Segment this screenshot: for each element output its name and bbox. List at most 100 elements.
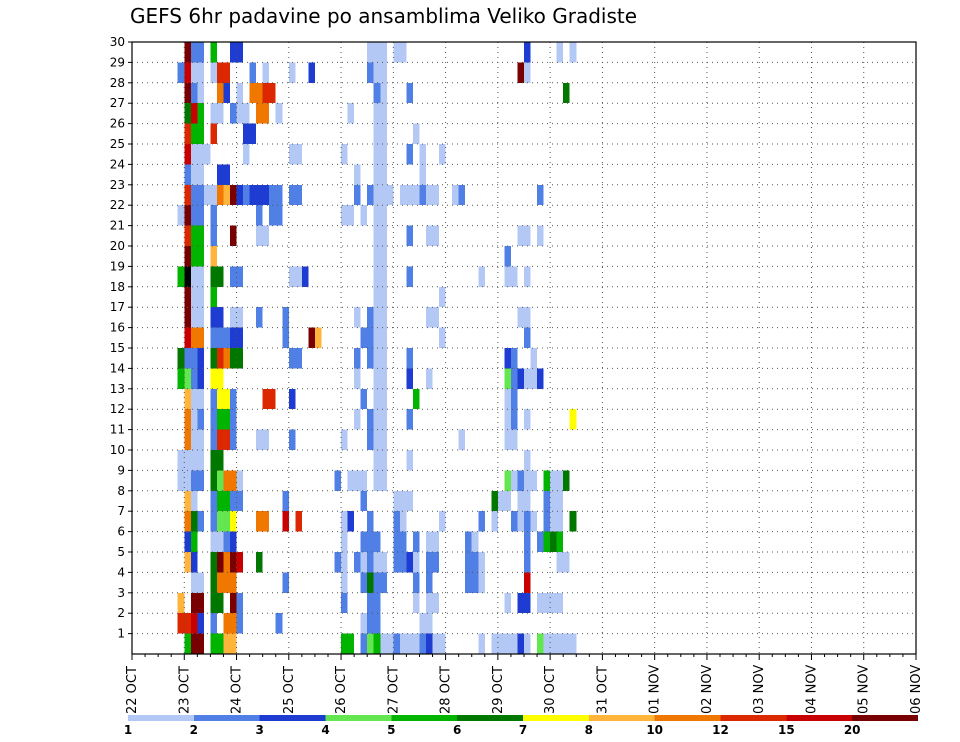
heatmap-cell bbox=[223, 633, 237, 654]
y-axis: 1234567891011121314151617181920212223242… bbox=[110, 35, 132, 641]
heatmap-cell bbox=[367, 572, 374, 593]
heatmap-cell bbox=[223, 82, 230, 104]
x-tick-label: 23 OCT bbox=[177, 666, 192, 714]
heatmap-cell bbox=[210, 205, 217, 226]
heatmap-cell bbox=[537, 225, 544, 246]
heatmap-cell bbox=[537, 184, 544, 206]
heatmap-cell bbox=[550, 470, 557, 491]
heatmap-cell bbox=[262, 62, 270, 83]
legend-label: 4 bbox=[321, 723, 329, 737]
legend-swatch bbox=[457, 715, 523, 721]
heatmap-cell bbox=[210, 511, 217, 532]
heatmap-cell bbox=[471, 552, 479, 573]
heatmap-cell bbox=[426, 531, 440, 552]
heatmap-cell bbox=[190, 450, 204, 471]
heatmap-cell bbox=[341, 572, 348, 593]
heatmap-cell bbox=[210, 266, 224, 287]
heatmap-cell bbox=[308, 327, 315, 348]
heatmap-cell bbox=[367, 531, 381, 552]
heatmap-cell bbox=[504, 490, 511, 512]
heatmap-cell bbox=[543, 633, 551, 654]
heatmap-cell bbox=[439, 511, 446, 532]
y-tick-label: 14 bbox=[110, 361, 125, 375]
heatmap-cell bbox=[210, 103, 224, 124]
heatmap-cell bbox=[524, 266, 531, 287]
heatmap-cell bbox=[504, 348, 511, 369]
heatmap-cell bbox=[256, 103, 270, 124]
heatmap-cell bbox=[373, 266, 387, 287]
heatmap-cell bbox=[373, 42, 387, 63]
y-tick-label: 4 bbox=[117, 565, 125, 579]
heatmap-cell bbox=[373, 246, 387, 267]
heatmap-cell bbox=[210, 490, 217, 512]
heatmap-cell bbox=[543, 470, 551, 491]
heatmap-cell bbox=[373, 205, 387, 226]
heatmap-cell bbox=[373, 164, 387, 185]
heatmap-cell bbox=[426, 225, 440, 246]
heatmap-cell bbox=[393, 490, 407, 512]
heatmap-cell bbox=[230, 429, 237, 450]
heatmap-cell bbox=[537, 633, 544, 654]
heatmap-cell bbox=[367, 42, 374, 63]
heatmap-cell bbox=[426, 572, 433, 593]
y-tick-label: 19 bbox=[110, 259, 125, 273]
heatmap-cell bbox=[524, 552, 531, 573]
heatmap-cell bbox=[295, 511, 302, 532]
heatmap-cell bbox=[373, 429, 387, 450]
x-tick-label: 01 NOV bbox=[648, 665, 663, 714]
heatmap-cell bbox=[295, 144, 302, 165]
heatmap-cell bbox=[406, 409, 413, 430]
heatmap-cell bbox=[510, 470, 518, 491]
heatmap-cell bbox=[491, 511, 498, 532]
heatmap-cell bbox=[569, 511, 577, 532]
heatmap-cell bbox=[380, 307, 387, 328]
legend-label: 2 bbox=[190, 723, 198, 737]
heatmap-cell bbox=[550, 592, 557, 614]
heatmap-cell bbox=[190, 592, 204, 614]
heatmap-cell bbox=[510, 368, 518, 389]
heatmap-cell bbox=[288, 429, 296, 450]
x-tick-label: 24 OCT bbox=[230, 666, 245, 714]
heatmap-cell bbox=[190, 307, 204, 328]
heatmap-cell bbox=[373, 633, 381, 654]
heatmap-cell bbox=[569, 633, 577, 654]
heatmap-cell bbox=[190, 552, 198, 573]
heatmap-cell bbox=[380, 409, 387, 430]
heatmap-cell bbox=[177, 450, 191, 471]
heatmap-cell bbox=[373, 184, 387, 206]
heatmap-cell bbox=[504, 368, 511, 389]
heatmap-cell bbox=[230, 225, 237, 246]
heatmap-cell bbox=[190, 429, 204, 450]
heatmap-cell bbox=[504, 246, 511, 267]
heatmap-cell bbox=[256, 184, 270, 206]
heatmap-cell bbox=[216, 388, 230, 410]
heatmap-cell bbox=[556, 511, 564, 532]
heatmap-cell bbox=[367, 429, 374, 450]
heatmap-cell bbox=[380, 82, 387, 104]
heatmap-cell bbox=[524, 62, 531, 83]
heatmap-cell bbox=[341, 144, 348, 165]
heatmap-cell bbox=[373, 103, 387, 124]
heatmap-cell bbox=[380, 633, 387, 654]
y-tick-label: 28 bbox=[110, 76, 125, 90]
heatmap-cell bbox=[210, 286, 217, 308]
heatmap-cell bbox=[190, 184, 204, 206]
heatmap-cell bbox=[517, 368, 524, 389]
heatmap-cell bbox=[439, 286, 446, 308]
heatmap-cell bbox=[236, 490, 244, 512]
heatmap-cell bbox=[524, 470, 531, 491]
heatmap-cell bbox=[230, 531, 237, 552]
y-tick-label: 26 bbox=[110, 117, 125, 131]
heatmap-cell bbox=[197, 613, 204, 634]
heatmap-cell bbox=[190, 470, 204, 491]
heatmap-cell bbox=[249, 62, 257, 83]
heatmap-cell bbox=[556, 42, 564, 63]
heatmap-cell bbox=[419, 184, 426, 206]
heatmap-cell bbox=[210, 246, 217, 267]
x-tick-label: 31 OCT bbox=[595, 666, 610, 714]
heatmap-cell bbox=[386, 633, 394, 654]
heatmap-cell bbox=[347, 205, 355, 226]
heatmap-cell bbox=[517, 592, 531, 614]
heatmap-cell bbox=[504, 388, 511, 410]
y-tick-label: 1 bbox=[117, 627, 125, 641]
